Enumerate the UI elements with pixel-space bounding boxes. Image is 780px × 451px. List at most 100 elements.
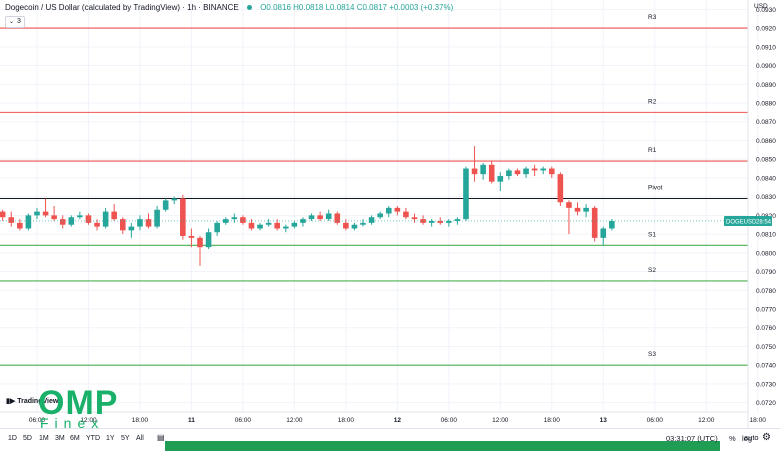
candle-body — [369, 217, 375, 223]
candle — [463, 167, 469, 221]
time-tick-label: 18:00 — [750, 417, 767, 424]
time-tick-label: 06:00 — [441, 417, 458, 424]
level-label-r2: R2 — [648, 98, 657, 105]
candle-body — [171, 199, 177, 201]
price-tick-label: 0.0890 — [756, 82, 776, 89]
candle-body — [592, 208, 598, 238]
candle-body — [515, 170, 521, 174]
candle-body — [532, 169, 538, 171]
candle-body — [274, 223, 280, 229]
price-tick-label: 0.0790 — [756, 269, 776, 276]
range-all[interactable]: All — [136, 435, 144, 442]
price-tick-label: 0.0900 — [756, 63, 776, 70]
price-tick-label: 0.0810 — [756, 232, 776, 239]
candle-body — [489, 165, 495, 182]
price-tick-label: 0.0860 — [756, 138, 776, 145]
time-axis[interactable]: 06:00 12:00 18:00 11 06:00 12:00 18:00 12 06:00 1… — [29, 417, 766, 424]
auto-toggle[interactable]: auto — [744, 433, 759, 442]
time-tick-label: 18:00 — [544, 417, 561, 424]
candle-body — [575, 208, 581, 212]
candle-body — [583, 208, 589, 212]
price-tick-label: 0.0830 — [756, 194, 776, 201]
candle-body — [506, 170, 512, 176]
candle-body — [334, 213, 340, 222]
range-5y[interactable]: 5Y — [121, 435, 130, 442]
candle-body — [463, 169, 469, 220]
candle-body — [558, 174, 564, 202]
candle-body — [343, 223, 349, 229]
indicators-toggle[interactable]: ⌄ 3 — [5, 16, 25, 28]
candle-body — [154, 210, 160, 227]
price-tick-label: 0.0920 — [756, 26, 776, 33]
time-tick-label: 06:00 — [647, 417, 664, 424]
price-tick-label: 0.0840 — [756, 175, 776, 182]
range-5d[interactable]: 5D — [23, 435, 32, 442]
currency-label[interactable]: USD — [754, 3, 768, 10]
price-tick-label: 0.0740 — [756, 363, 776, 370]
date-range-icon[interactable]: ▤ — [157, 433, 165, 442]
candle-body — [549, 169, 555, 175]
candle — [558, 172, 564, 206]
price-tick-label: 0.0750 — [756, 344, 776, 351]
price-axis[interactable]: 0.0930 0.0920 0.0910 0.0900 0.0890 0.0880 0.08… — [756, 7, 776, 407]
level-label-s1: S1 — [648, 231, 656, 238]
symbol-title[interactable]: Dogecoin / US Dollar (calculated by Trad… — [5, 3, 239, 12]
candle-body — [77, 215, 83, 217]
candle-body — [523, 169, 529, 175]
candle-body — [180, 199, 186, 236]
candle-body — [43, 212, 49, 216]
candle-body — [26, 215, 32, 228]
candle-body — [386, 208, 392, 214]
candle-body — [86, 215, 92, 222]
ohlc-values: O0.0816 H0.0818 L0.0814 C0.0817 +0.0003 … — [260, 3, 453, 12]
price-tick-label: 0.0870 — [756, 119, 776, 126]
candle-body — [395, 208, 401, 212]
range-1m[interactable]: 1M — [39, 435, 49, 442]
settings-gear-icon[interactable]: ⚙ — [762, 432, 771, 443]
candle-body — [609, 221, 615, 228]
candle-body — [472, 169, 478, 175]
level-label-pivot: Pivot — [648, 185, 663, 192]
price-tick-label: 0.0800 — [756, 250, 776, 257]
level-label-s3: S3 — [648, 351, 656, 358]
level-label-r3: R3 — [648, 14, 657, 21]
utc-clock[interactable]: 03:31:07 (UTC) — [666, 434, 718, 443]
candle-body — [232, 217, 238, 219]
tv-icon: ▮▶ — [6, 398, 15, 405]
range-3m[interactable]: 3M — [55, 435, 65, 442]
range-1d[interactable]: 1D — [8, 435, 17, 442]
candle-body — [60, 219, 66, 225]
candle-body — [249, 223, 255, 229]
time-tick-label: 18:00 — [132, 417, 149, 424]
range-6m[interactable]: 6M — [70, 435, 80, 442]
candle-body — [94, 223, 100, 227]
time-tick-label: 13 — [600, 417, 608, 424]
time-tick-label: 12:00 — [698, 417, 715, 424]
time-tick-label: 18:00 — [338, 417, 355, 424]
candle — [334, 212, 340, 225]
candle-body — [352, 225, 358, 229]
time-tick-label: 12:00 — [492, 417, 509, 424]
candle-body — [206, 232, 212, 247]
bottom-toolbar: 1D 5D 1M 3M 6M YTD 1Y 5Y All ▤ 03:31:07 … — [0, 428, 780, 451]
indicator-count: 3 — [17, 18, 21, 25]
candle-body — [266, 223, 272, 225]
candle-body — [103, 212, 109, 227]
candle-body — [540, 169, 546, 171]
candle-body — [292, 223, 298, 227]
price-tick-label: 0.0850 — [756, 157, 776, 164]
candle-body — [146, 219, 152, 226]
candle-body — [257, 225, 263, 229]
range-ytd[interactable]: YTD — [86, 435, 100, 442]
price-tick-label: 0.0720 — [756, 400, 776, 407]
candle-body — [360, 223, 366, 225]
percent-toggle[interactable]: % — [729, 434, 736, 443]
level-label-s2: S2 — [648, 267, 656, 274]
range-1y[interactable]: 1Y — [106, 435, 115, 442]
candle — [180, 195, 186, 240]
candle — [163, 199, 169, 212]
candle-body — [0, 212, 5, 218]
time-tick-label: 12 — [394, 417, 402, 424]
candle-body — [137, 219, 143, 226]
